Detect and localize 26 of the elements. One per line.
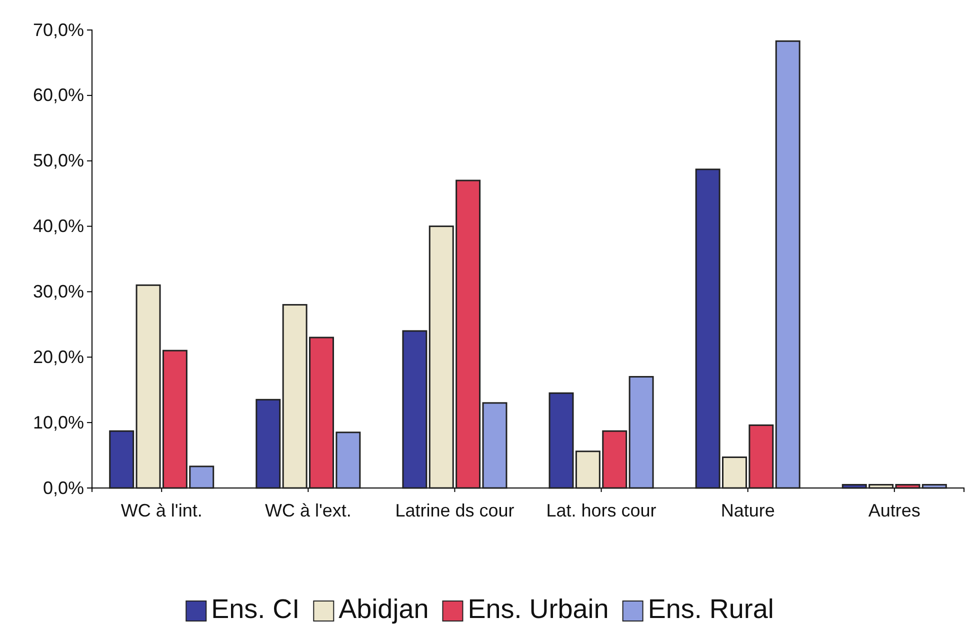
legend-label: Ens. CI: [211, 594, 300, 624]
bar: [256, 398, 281, 489]
bar: [548, 392, 574, 489]
y-tick-label: 10,0%: [32, 412, 84, 432]
x-tick-label: Lat. hors cour: [546, 500, 656, 521]
x-tick-label: Nature: [720, 500, 775, 521]
y-tick-label: 70,0%: [32, 20, 84, 40]
x-tick-label: Autres: [868, 500, 920, 521]
y-tick-label: 40,0%: [32, 216, 84, 236]
bar: [922, 484, 947, 489]
y-tick-label: 0,0%: [42, 478, 84, 498]
y-tick-label: 50,0%: [32, 150, 84, 171]
bar: [402, 330, 428, 489]
bar: [109, 430, 134, 489]
x-tick-label: WC à l'int.: [120, 500, 202, 521]
bar: [482, 402, 508, 489]
legend-label: Ens. Rural: [648, 594, 774, 624]
y-tick-label: 60,0%: [32, 85, 84, 106]
bar: [628, 376, 654, 489]
x-tick-label: Latrine ds cour: [395, 500, 514, 521]
y-tick-label: 30,0%: [32, 281, 84, 302]
legend-label: Abidjan: [338, 594, 429, 624]
y-tick-label: 20,0%: [32, 346, 84, 367]
bar: [775, 40, 800, 489]
legend-label: Ens. Urbain: [468, 594, 609, 624]
x-tick-label: WC à l'ext.: [264, 500, 352, 521]
